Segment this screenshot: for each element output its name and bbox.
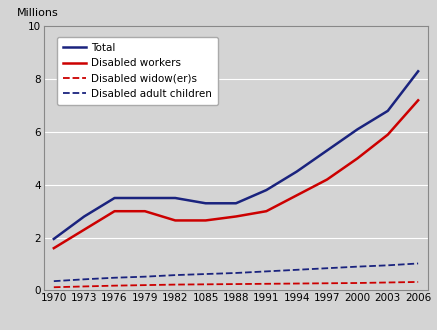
- Disabled workers: [142, 209, 148, 213]
- Disabled widow(er)s: [324, 281, 329, 285]
- Disabled adult children: [173, 273, 178, 277]
- Disabled widow(er)s: [416, 280, 421, 284]
- Disabled widow(er)s: [233, 282, 239, 286]
- Total: [264, 188, 269, 192]
- Disabled adult children: [142, 275, 148, 279]
- Total: [51, 237, 56, 241]
- Disabled widow(er)s: [355, 281, 360, 285]
- Total: [233, 201, 239, 205]
- Disabled workers: [203, 218, 208, 222]
- Total: [142, 196, 148, 200]
- Total: [416, 69, 421, 73]
- Disabled adult children: [294, 268, 299, 272]
- Disabled adult children: [355, 265, 360, 269]
- Disabled workers: [173, 218, 178, 222]
- Total: [173, 196, 178, 200]
- Disabled workers: [355, 156, 360, 160]
- Disabled widow(er)s: [112, 284, 117, 288]
- Disabled adult children: [51, 279, 56, 283]
- Disabled adult children: [324, 266, 329, 270]
- Disabled widow(er)s: [203, 282, 208, 286]
- Disabled widow(er)s: [294, 281, 299, 285]
- Total: [82, 214, 87, 218]
- Disabled adult children: [82, 277, 87, 281]
- Disabled workers: [233, 214, 239, 218]
- Disabled widow(er)s: [82, 284, 87, 288]
- Disabled workers: [51, 246, 56, 250]
- Disabled workers: [264, 209, 269, 213]
- Disabled workers: [416, 98, 421, 102]
- Disabled adult children: [233, 271, 239, 275]
- Disabled workers: [385, 133, 390, 137]
- Line: Disabled widow(er)s: Disabled widow(er)s: [54, 282, 418, 287]
- Total: [355, 127, 360, 131]
- Disabled adult children: [112, 276, 117, 280]
- Disabled workers: [324, 178, 329, 182]
- Line: Disabled workers: Disabled workers: [54, 100, 418, 248]
- Legend: Total, Disabled workers, Disabled widow(er)s, Disabled adult children: Total, Disabled workers, Disabled widow(…: [57, 37, 218, 105]
- Total: [385, 109, 390, 113]
- Total: [324, 148, 329, 152]
- Total: [203, 201, 208, 205]
- Disabled workers: [294, 193, 299, 197]
- Disabled widow(er)s: [385, 280, 390, 284]
- Disabled widow(er)s: [142, 283, 148, 287]
- Total: [112, 196, 117, 200]
- Disabled widow(er)s: [173, 282, 178, 286]
- Disabled widow(er)s: [264, 282, 269, 286]
- Disabled widow(er)s: [51, 285, 56, 289]
- Disabled workers: [82, 228, 87, 232]
- Line: Disabled adult children: Disabled adult children: [54, 263, 418, 281]
- Disabled workers: [112, 209, 117, 213]
- Disabled adult children: [385, 263, 390, 267]
- Disabled adult children: [416, 261, 421, 265]
- Disabled adult children: [264, 269, 269, 273]
- Text: Millions: Millions: [17, 9, 59, 18]
- Line: Total: Total: [54, 71, 418, 239]
- Disabled adult children: [203, 272, 208, 276]
- Total: [294, 170, 299, 174]
